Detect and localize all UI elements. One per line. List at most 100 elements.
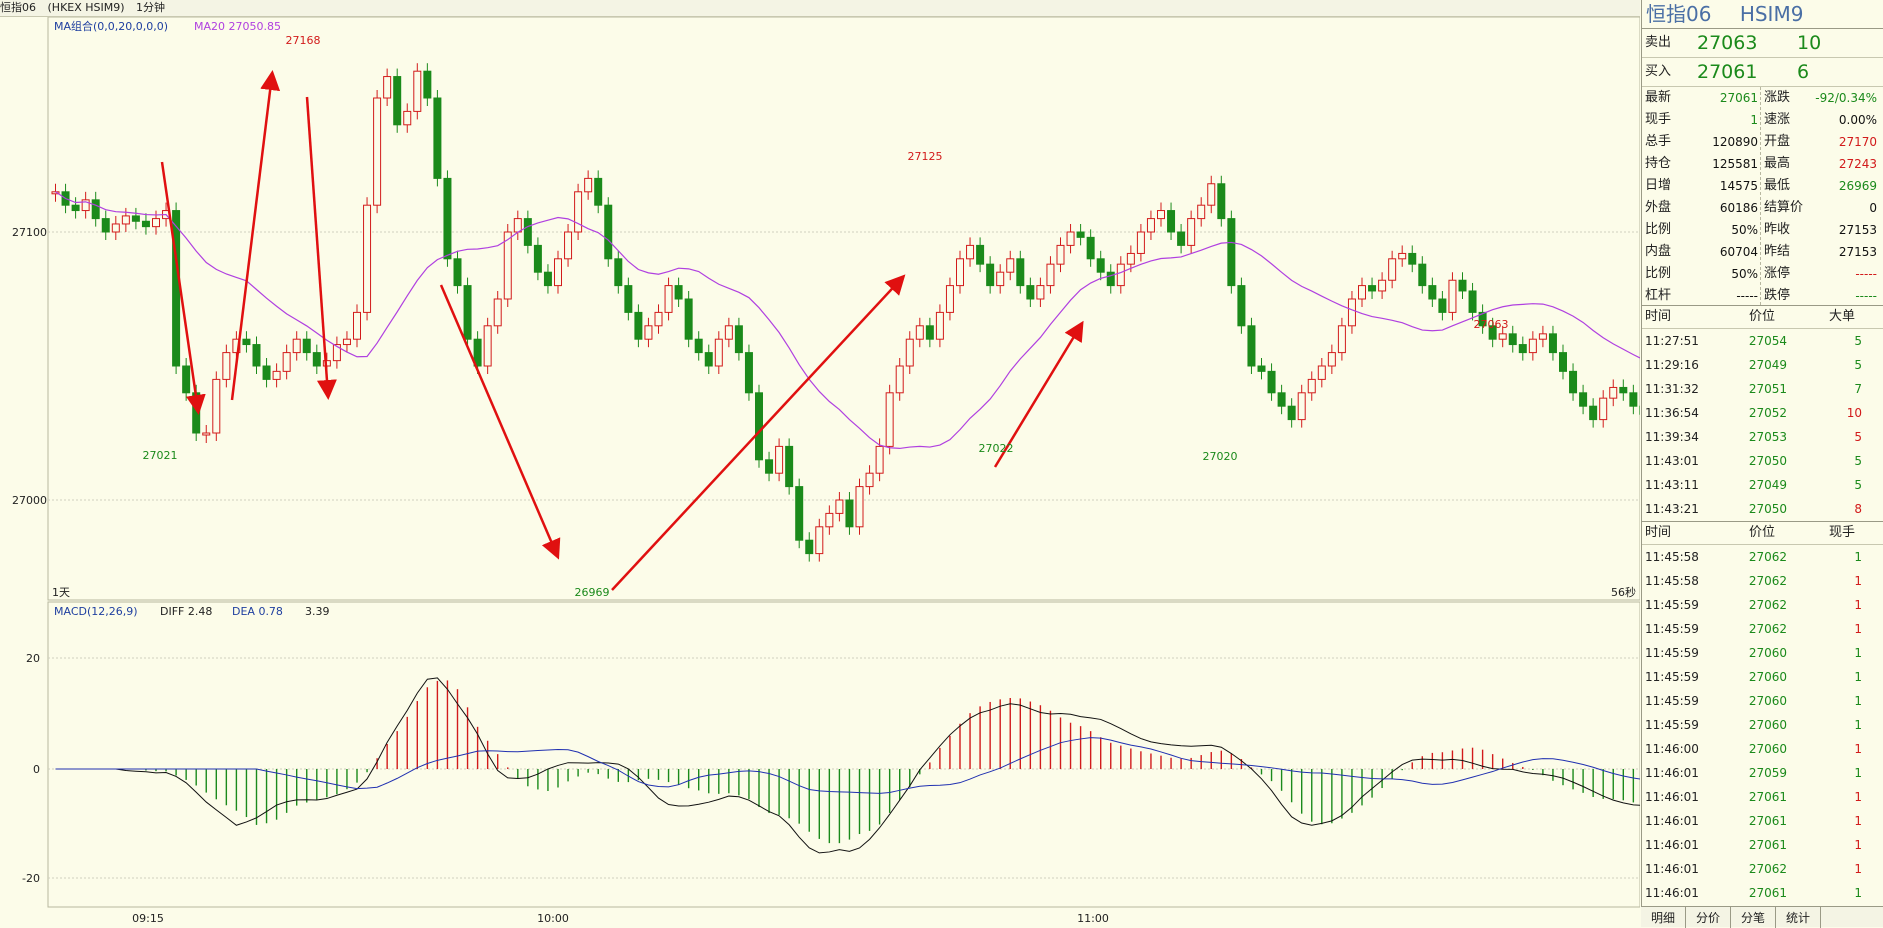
- tick-row-volume: 1: [1822, 641, 1862, 665]
- big-order-price-header: 价位: [1737, 306, 1787, 328]
- toolbar-symbol[interactable]: 恒指06: [0, 1, 36, 14]
- tab-3[interactable]: 统计: [1776, 907, 1821, 928]
- candle-body: [544, 272, 551, 285]
- candle-body: [1419, 264, 1426, 285]
- candle-body: [766, 460, 773, 473]
- tick-row-time: 11:45:58: [1645, 545, 1699, 569]
- sell-row[interactable]: 卖出 27063 10: [1642, 29, 1883, 58]
- big-order-row-price: 27049: [1737, 353, 1787, 377]
- candle-body: [1348, 299, 1355, 326]
- tick-row-price: 27062: [1737, 593, 1787, 617]
- stat-value: 27153: [1839, 241, 1877, 263]
- big-order-row-volume: 5: [1822, 353, 1862, 377]
- candle-body: [1369, 286, 1376, 291]
- candle-body: [635, 312, 642, 339]
- extreme-price-label: 27020: [1203, 450, 1238, 463]
- quote-title: 恒指06: [1646, 2, 1711, 26]
- stat-label: 日增: [1645, 175, 1671, 197]
- candle-body: [293, 339, 300, 352]
- tick-row-time: 11:45:59: [1645, 641, 1699, 665]
- candle-body: [494, 299, 501, 326]
- candle-body: [263, 366, 270, 379]
- big-order-row-time: 11:43:01: [1645, 449, 1699, 473]
- candle-body: [1379, 280, 1386, 291]
- tick-row-time: 11:45:59: [1645, 593, 1699, 617]
- macd-frame: [48, 602, 1640, 907]
- candle-body: [1107, 272, 1114, 285]
- tick-row-volume: 1: [1822, 713, 1862, 737]
- candle-body: [1620, 387, 1627, 392]
- candle-body: [565, 232, 572, 259]
- tab-0[interactable]: 明细: [1641, 907, 1686, 928]
- big-order-row-time: 11:27:51: [1645, 329, 1699, 353]
- candle-body: [786, 446, 793, 486]
- candle-body: [1499, 334, 1506, 339]
- tick-row-time: 11:45:59: [1645, 713, 1699, 737]
- candle-body: [1208, 184, 1215, 205]
- tab-2[interactable]: 分笔: [1731, 907, 1776, 928]
- trend-arrow: [232, 75, 272, 400]
- x-tick-label: 10:00: [537, 912, 569, 925]
- tick-row-volume: 1: [1822, 785, 1862, 809]
- candle-body: [142, 221, 149, 226]
- candle-body: [1117, 264, 1124, 285]
- big-order-vol-header: 大单: [1822, 306, 1862, 328]
- extreme-price-label: 27168: [286, 34, 321, 47]
- candle-body: [1409, 253, 1416, 264]
- candle-body: [1439, 299, 1446, 312]
- tab-1[interactable]: 分价: [1686, 907, 1731, 928]
- trend-arrow: [162, 162, 198, 410]
- stat-value: 50%: [1731, 263, 1758, 285]
- candle-body: [1087, 237, 1094, 258]
- stat-label: 现手: [1645, 109, 1671, 131]
- candle-body: [715, 339, 722, 366]
- candle-body: [484, 326, 491, 366]
- candle-body: [997, 272, 1004, 285]
- macd-histogram: [56, 680, 1641, 843]
- tick-row-volume: 1: [1822, 737, 1862, 761]
- candle-body: [1610, 387, 1617, 398]
- stat-value: -92/0.34%: [1815, 87, 1877, 109]
- toolbar-period[interactable]: 1分钟: [136, 1, 165, 14]
- candle-body: [876, 446, 883, 473]
- candle-body: [1017, 259, 1024, 286]
- stat-label: 比例: [1645, 219, 1671, 241]
- big-order-row-price: 27050: [1737, 497, 1787, 521]
- tick-row-volume: 1: [1822, 761, 1862, 785]
- candle-body: [967, 245, 974, 258]
- candle-body: [735, 326, 742, 353]
- x-tick-label: 11:00: [1077, 912, 1109, 925]
- buy-row[interactable]: 买入 27061 6: [1642, 58, 1883, 87]
- tick-row-price: 27061: [1737, 833, 1787, 857]
- candle-body: [384, 77, 391, 98]
- candle-body: [1560, 353, 1567, 372]
